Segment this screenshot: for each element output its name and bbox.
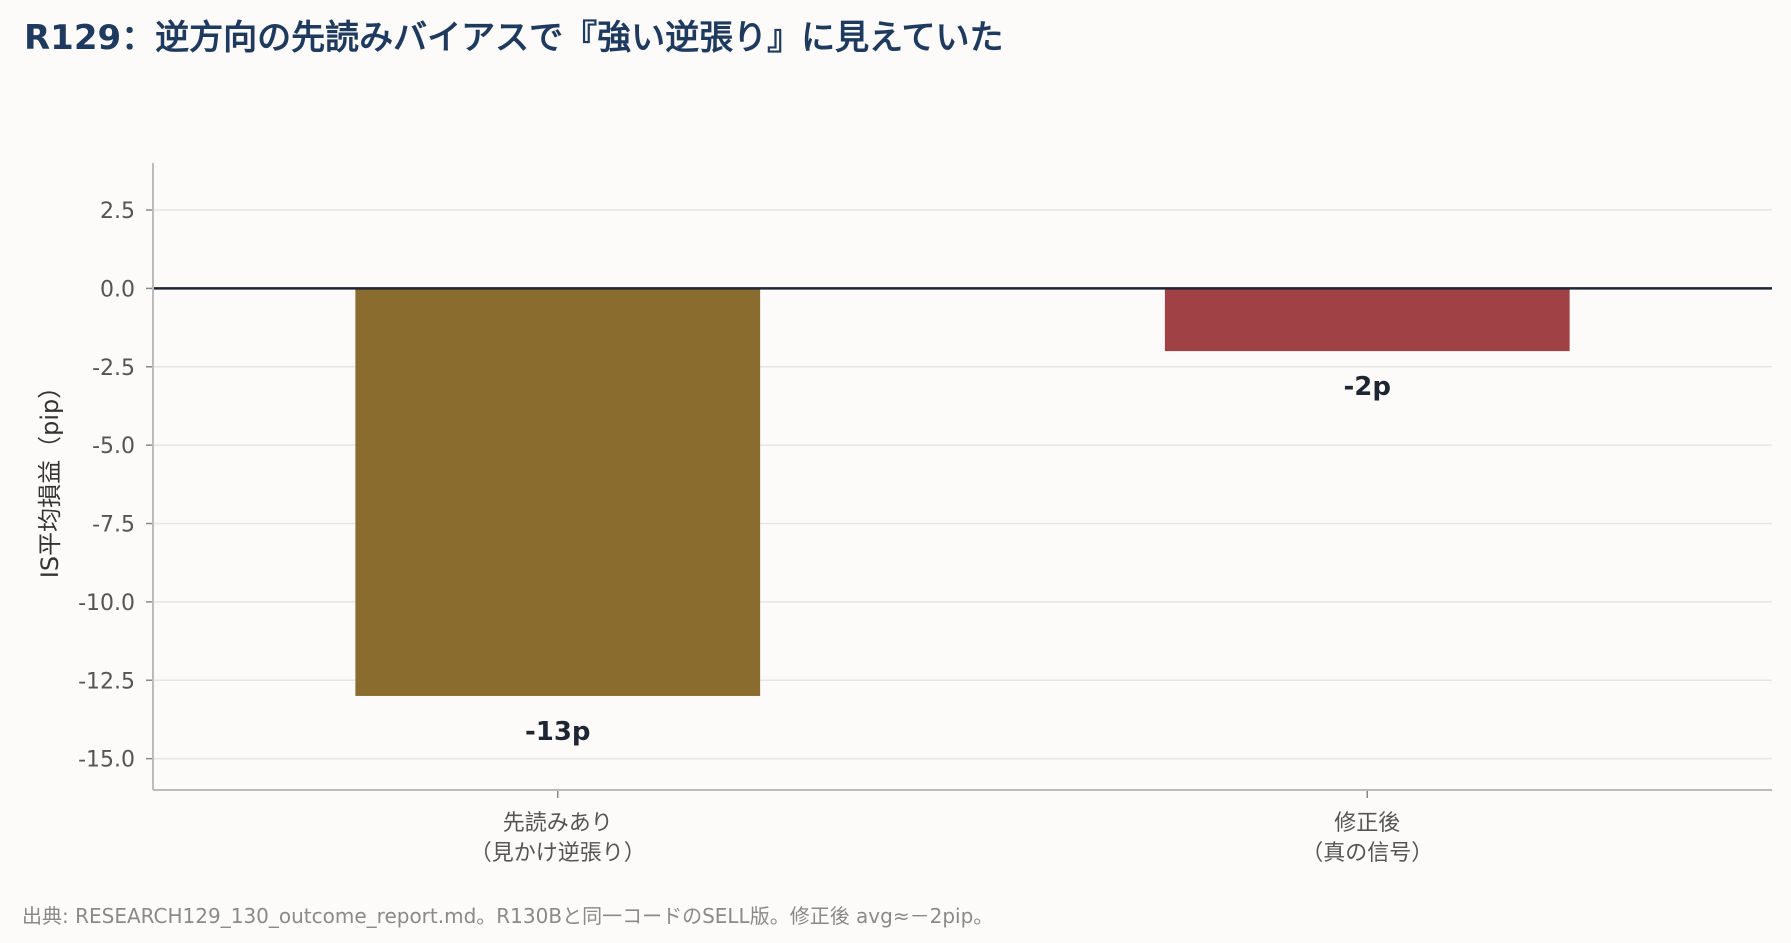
bar xyxy=(1164,288,1570,352)
axes xyxy=(146,163,1772,798)
x-tick-label: （真の信号） xyxy=(1301,841,1433,866)
y-tick-label: -7.5 xyxy=(92,513,135,538)
source-note: 出典: RESEARCH129_130_outcome_report.md。R1… xyxy=(22,904,994,928)
y-axis-title: IS平均損益（pip） xyxy=(36,375,64,578)
y-tick-label: -2.5 xyxy=(92,356,135,381)
data-label: -2p xyxy=(1344,372,1392,402)
y-tick-label: -15.0 xyxy=(78,748,135,773)
labels: 2.5 0.0 -2.5 -5.0 -7.5 -10.0 -12.5 -15.0 -13p 先読み… xyxy=(78,199,1433,866)
y-tick-label: 2.5 xyxy=(100,199,135,224)
bar xyxy=(355,288,761,696)
x-tick-label: （見かけ逆張り） xyxy=(470,841,646,866)
y-tick-label: -12.5 xyxy=(78,669,135,694)
chart-title: R129：逆方向の先読みバイアスで『強い逆張り』に見えていた xyxy=(24,18,1004,58)
y-tick-label: 0.0 xyxy=(100,277,135,302)
data-label: -13p xyxy=(525,717,591,747)
y-tick-label: -10.0 xyxy=(78,591,135,616)
x-tick-label: 先読みあり xyxy=(503,811,613,836)
x-tick-label: 修正後 xyxy=(1334,811,1400,836)
bars xyxy=(355,288,1570,696)
y-tick-label: -5.0 xyxy=(92,434,135,459)
